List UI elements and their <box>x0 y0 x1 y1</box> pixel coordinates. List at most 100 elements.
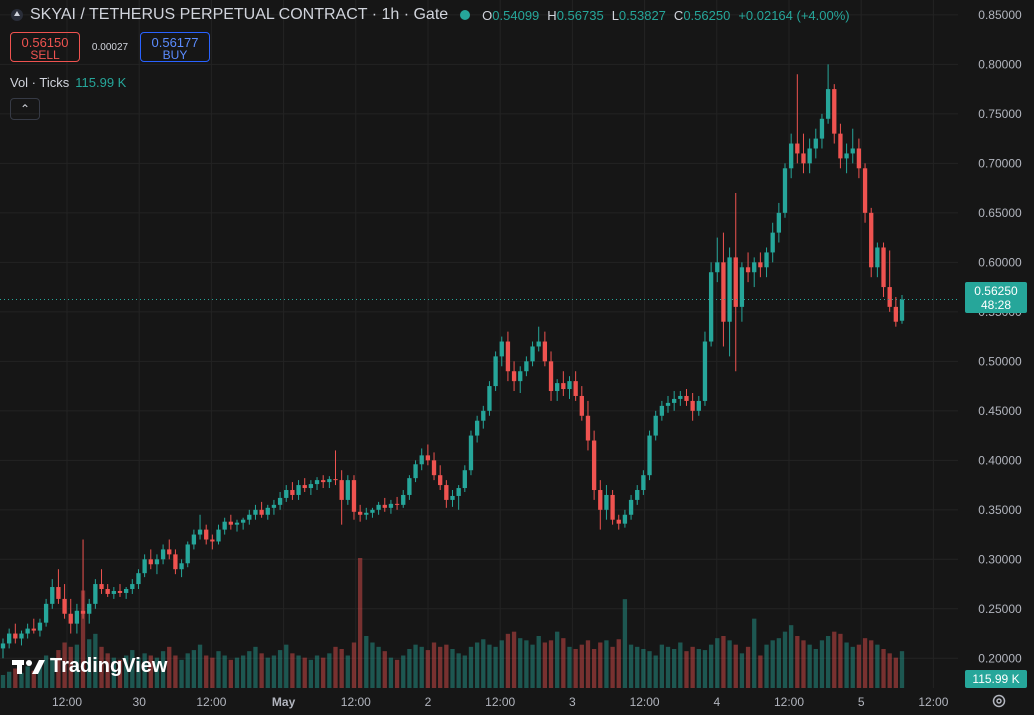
volume-bar <box>672 649 677 688</box>
symbol-title[interactable]: SKYAI / TETHERUS PERPETUAL CONTRACT · 1h… <box>30 6 449 23</box>
candle-body <box>136 573 141 585</box>
volume-bar <box>702 650 708 688</box>
candle <box>31 618 36 634</box>
volume-bar <box>530 644 535 688</box>
candle <box>850 128 855 164</box>
candle-body <box>456 488 461 496</box>
close-label: C <box>673 7 684 23</box>
candle <box>321 475 326 489</box>
candle-body <box>222 521 227 530</box>
candle <box>204 524 209 545</box>
volume-bar <box>321 657 326 688</box>
candle-body <box>893 306 898 322</box>
candle <box>899 294 905 324</box>
candle <box>684 389 689 406</box>
last-price-tag: 0.56250 48:28 <box>965 282 1027 313</box>
candle-body <box>542 341 548 362</box>
volume-bar <box>62 642 67 688</box>
y-tick-label: 0.75000 <box>978 107 1022 121</box>
candle-body <box>160 549 166 560</box>
candle <box>154 554 160 575</box>
candle <box>431 452 437 481</box>
volume-bar <box>191 650 197 688</box>
y-tick-label: 0.25000 <box>978 602 1022 616</box>
tradingview-logo[interactable]: TradingView <box>12 655 167 678</box>
volume-bar <box>696 649 701 688</box>
candle-body <box>382 504 387 508</box>
candle-body <box>87 603 92 614</box>
x-tick-label: 5 <box>858 695 865 709</box>
volume-bar <box>19 672 24 688</box>
candle <box>807 138 812 174</box>
candle-body <box>869 212 874 268</box>
volume-bar <box>616 639 621 688</box>
candle <box>271 499 277 515</box>
volume-bar <box>739 653 745 688</box>
candle-body <box>616 519 621 524</box>
candle <box>438 465 443 491</box>
candle <box>13 623 18 644</box>
candle-body <box>684 395 689 401</box>
sell-button[interactable]: 0.56150 SELL <box>10 32 80 62</box>
candle-body <box>721 262 726 322</box>
x-tick-label: 12:00 <box>774 695 804 709</box>
candle-body <box>247 514 252 520</box>
candle <box>74 603 80 634</box>
volume-bar <box>401 655 406 688</box>
candle <box>789 133 794 179</box>
volume-bar <box>505 633 511 688</box>
volume-bar <box>105 653 110 688</box>
volume-bar <box>179 659 184 688</box>
candle <box>881 242 886 297</box>
open-value: 0.54099 <box>492 7 540 23</box>
candle <box>598 480 603 530</box>
volume-bar <box>856 644 862 688</box>
volume-tag-label: 115.99 K <box>972 672 1019 686</box>
candle-body <box>173 554 178 570</box>
volume-bar <box>727 640 732 688</box>
candle-body <box>265 507 270 515</box>
candle <box>856 138 862 179</box>
collapse-legend-button[interactable]: ⌃ <box>10 98 40 120</box>
candle <box>197 514 203 540</box>
candle <box>111 587 116 599</box>
candle-body <box>271 504 277 508</box>
volume-bar <box>259 653 264 688</box>
candle <box>690 393 695 421</box>
candle <box>573 371 578 401</box>
candle-body <box>850 148 855 154</box>
settings-gear-icon[interactable] <box>990 692 1008 710</box>
candle <box>357 504 363 522</box>
candle <box>555 379 560 401</box>
candle <box>173 549 178 575</box>
candle <box>628 494 634 520</box>
volume-bar <box>93 633 98 688</box>
volume-bar <box>345 655 350 688</box>
candle <box>635 485 640 505</box>
candle <box>370 507 375 518</box>
candle <box>327 476 332 489</box>
candle <box>148 549 153 570</box>
candle <box>487 381 492 416</box>
candle-body <box>364 512 369 515</box>
candle <box>444 480 449 508</box>
candle <box>739 262 745 322</box>
volume-bar <box>351 642 357 688</box>
time-axis[interactable]: 12:00 30 12:00 May 12:00 2 12:00 3 12:00 4 12:00 5 1… <box>52 695 949 709</box>
volume-bar <box>13 668 18 688</box>
candle-body <box>438 475 443 486</box>
buy-button[interactable]: 0.56177 BUY <box>140 32 210 62</box>
volume-bar <box>111 657 116 688</box>
candle-body <box>875 247 880 268</box>
volume-bar <box>87 639 92 688</box>
candle <box>19 630 24 646</box>
volume-bar <box>308 659 314 688</box>
volume-bar <box>635 646 640 688</box>
candle-body <box>216 529 221 542</box>
candle <box>364 507 369 520</box>
volume-legend[interactable]: Vol · Ticks 115.99 K <box>10 75 126 90</box>
candle <box>721 232 726 347</box>
price-axis[interactable]: 0.85000 0.80000 0.75000 0.70000 0.65000 0.600… <box>978 8 1022 665</box>
candle <box>776 202 782 243</box>
